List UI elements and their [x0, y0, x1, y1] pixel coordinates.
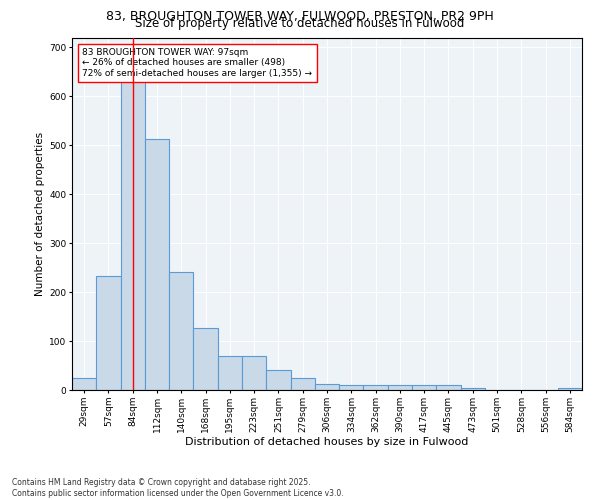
- Y-axis label: Number of detached properties: Number of detached properties: [35, 132, 45, 296]
- X-axis label: Distribution of detached houses by size in Fulwood: Distribution of detached houses by size …: [185, 438, 469, 448]
- Bar: [339, 385, 364, 390]
- Bar: [412, 385, 436, 390]
- Bar: [96, 276, 121, 390]
- Bar: [388, 385, 412, 390]
- Bar: [266, 370, 290, 390]
- Bar: [72, 378, 96, 390]
- Bar: [169, 272, 193, 390]
- Bar: [558, 388, 582, 390]
- Bar: [193, 328, 218, 390]
- Bar: [436, 385, 461, 390]
- Bar: [218, 356, 242, 390]
- Text: Size of property relative to detached houses in Fulwood: Size of property relative to detached ho…: [136, 18, 464, 30]
- Bar: [315, 384, 339, 390]
- Text: 83 BROUGHTON TOWER WAY: 97sqm
← 26% of detached houses are smaller (498)
72% of : 83 BROUGHTON TOWER WAY: 97sqm ← 26% of d…: [82, 48, 312, 78]
- Bar: [461, 388, 485, 390]
- Bar: [364, 385, 388, 390]
- Text: 83, BROUGHTON TOWER WAY, FULWOOD, PRESTON, PR2 9PH: 83, BROUGHTON TOWER WAY, FULWOOD, PRESTO…: [106, 10, 494, 23]
- Text: Contains HM Land Registry data © Crown copyright and database right 2025.
Contai: Contains HM Land Registry data © Crown c…: [12, 478, 344, 498]
- Bar: [121, 72, 145, 390]
- Bar: [145, 140, 169, 390]
- Bar: [290, 378, 315, 390]
- Bar: [242, 356, 266, 390]
